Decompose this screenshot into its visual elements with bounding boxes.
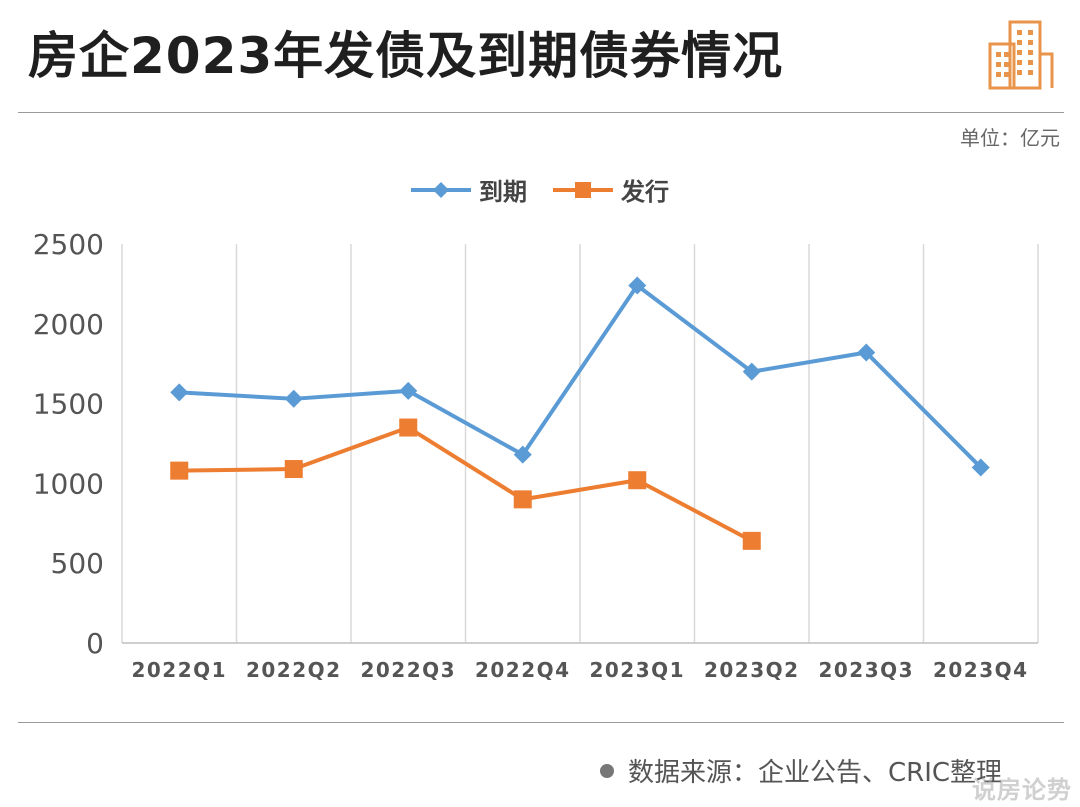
x-tick-label: 2022Q2 [246,658,342,682]
bullet-icon [600,763,614,778]
data-point-maturity [513,445,532,464]
data-point-maturity [628,276,647,295]
data-point-issuance [628,471,647,490]
page-title: 房企2023年发债及到期债券情况 [28,27,784,85]
building-icon [988,20,1054,90]
series-line-maturity [179,283,983,469]
unit-label: 单位：亿元 [960,126,1060,150]
data-source: 数据来源：企业公告、CRIC整理 [600,752,1002,789]
data-point-issuance [170,461,189,480]
header-divider [18,112,1064,113]
watermark-text: 说房论势 [972,776,1072,804]
x-tick-label: 2023Q2 [704,658,800,682]
y-tick-label: 2000 [33,308,104,341]
data-point-issuance [399,418,418,437]
data-point-maturity [399,381,418,400]
x-tick-label: 2022Q1 [131,658,227,682]
series-line-issuance [179,425,753,543]
line-chart: 0 500 1000 1500 2000 2500 2022Q1 2022Q2 2022Q3 20… [33,228,1039,682]
y-tick-label: 1500 [33,388,104,421]
x-tick-label: 2023Q3 [818,658,914,682]
x-tick-label: 2022Q3 [360,658,456,682]
data-point-maturity [971,458,990,477]
data-point-maturity [170,383,189,402]
footer-divider [18,722,1064,723]
y-tick-label: 2500 [33,228,104,261]
legend-label-maturity: 到期 [479,178,527,206]
data-point-maturity [742,362,761,381]
legend-item-maturity: 到期 [411,172,527,207]
y-tick-label: 1000 [33,467,104,500]
legend-item-issuance: 发行 [553,172,669,207]
y-tick-label: 0 [86,627,104,660]
data-point-issuance [513,490,532,509]
x-tick-label: 2022Q4 [475,658,571,682]
legend-swatch-maturity [411,181,471,198]
data-point-issuance [742,531,761,550]
data-point-maturity [857,343,876,362]
y-tick-label: 500 [51,547,104,580]
data-point-issuance [284,460,303,479]
x-tick-label: 2023Q4 [933,658,1029,682]
data-point-maturity [284,389,303,408]
x-tick-label: 2023Q1 [589,658,685,682]
source-text: 数据来源：企业公告、CRIC整理 [628,758,1003,788]
chart-legend: 到期 发行 [0,172,1080,207]
legend-swatch-issuance [553,181,613,198]
legend-label-issuance: 发行 [621,178,669,206]
